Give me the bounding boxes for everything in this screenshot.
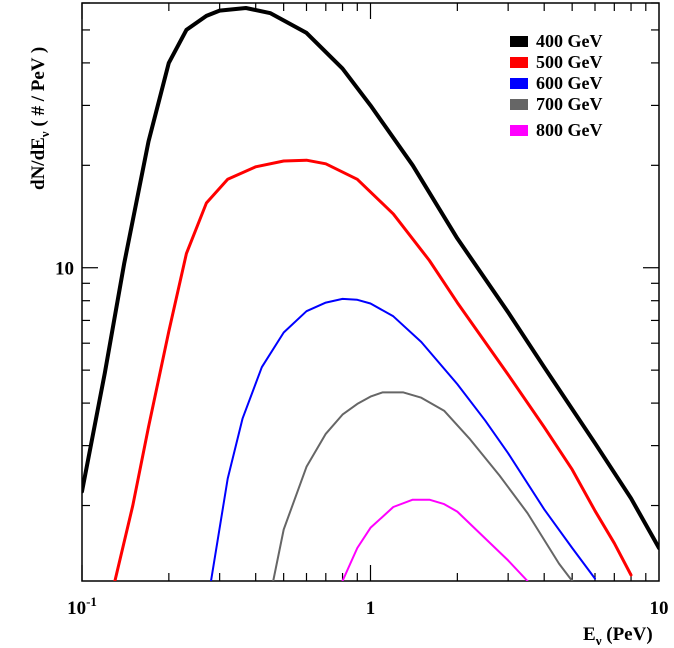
x-tick-labels: 10-1 1 10 xyxy=(67,594,668,619)
series-line-5 xyxy=(341,498,529,581)
axis-ticks xyxy=(81,2,659,581)
x-tick-label: 10 xyxy=(650,598,669,619)
legend-label: 400 GeV xyxy=(536,31,603,51)
legend-label: 600 GeV xyxy=(536,73,603,93)
y-axis-title: dN/dEν ( # / PeV ) xyxy=(28,47,52,190)
y-axis-title-sub: ν xyxy=(37,131,52,138)
x-tick-label-base: 10 xyxy=(67,598,86,619)
series-line-2 xyxy=(113,158,633,581)
legend-swatch xyxy=(510,57,528,68)
legend-swatch xyxy=(510,36,528,47)
y-tick-label: 10 xyxy=(55,259,74,280)
series-line-3 xyxy=(210,297,596,581)
legend-swatch xyxy=(510,99,528,110)
legend-label: 500 GeV xyxy=(536,52,603,72)
x-tick-label: 1 xyxy=(366,598,376,619)
x-tick-label-base: 10 xyxy=(650,598,669,619)
y-axis-title-rest: ( # / PeV ) xyxy=(28,47,49,132)
y-axis-title-main: dN/dE xyxy=(28,137,49,190)
legend-label: 700 GeV xyxy=(536,94,603,114)
x-tick-label: 10-1 xyxy=(67,594,97,619)
series-line-1 xyxy=(82,6,659,550)
y-tick-labels: 10 xyxy=(55,259,74,280)
x-axis-title-sub: ν xyxy=(595,633,602,648)
legend-swatch xyxy=(510,78,528,89)
series-lines xyxy=(82,6,659,581)
x-tick-label-base: 1 xyxy=(366,598,376,619)
legend-swatch xyxy=(510,125,528,136)
x-axis-title-rest: (PeV) xyxy=(602,624,653,645)
x-axis-title: Eν (PeV) xyxy=(583,624,653,648)
x-tick-label-exponent: -1 xyxy=(86,594,97,609)
series-line-4 xyxy=(272,391,574,581)
legend-label: 800 GeV xyxy=(536,120,603,140)
x-axis-title-main: E xyxy=(583,624,596,645)
